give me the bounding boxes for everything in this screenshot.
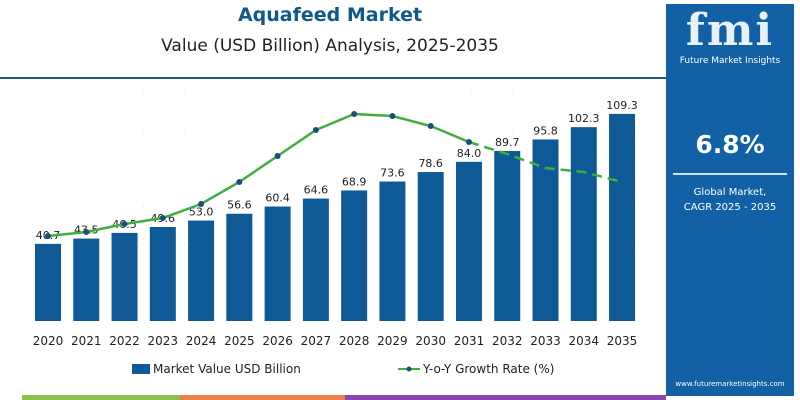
bar-label-2026: 60.4 xyxy=(265,192,290,205)
x-tick-2032: 2032 xyxy=(492,334,523,348)
strip-segment xyxy=(345,395,666,400)
legend-line-swatch xyxy=(398,366,420,372)
bar-2027 xyxy=(302,198,329,321)
x-tick-2026: 2026 xyxy=(262,334,293,348)
growth-line-solid xyxy=(47,112,470,238)
bar-label-2028: 68.9 xyxy=(342,175,367,188)
bar-2020 xyxy=(35,243,61,321)
bar-label-2032: 89.7 xyxy=(495,136,520,149)
logo-subtitle: Future Market Insights xyxy=(679,56,781,66)
x-tick-2035: 2035 xyxy=(607,334,638,348)
legend-line: Y-o-Y Growth Rate (%) xyxy=(398,362,554,376)
website-link[interactable]: www.futuremarketinsights.com xyxy=(675,380,785,388)
bar-2034 xyxy=(570,127,597,321)
bar-2024 xyxy=(188,220,215,321)
x-tick-2027: 2027 xyxy=(301,334,332,348)
growth-point-2029 xyxy=(389,113,396,119)
strip-segment xyxy=(180,395,345,400)
x-tick-2028: 2028 xyxy=(339,334,370,348)
cagr-caption-2: CAGR 2025 - 2035 xyxy=(683,202,777,213)
x-tick-2033: 2033 xyxy=(530,334,561,348)
bar-label-2035: 109.3 xyxy=(606,99,638,112)
growth-point-2020 xyxy=(45,233,51,239)
fmi-logo: fmi xyxy=(685,5,775,56)
x-tick-2030: 2030 xyxy=(415,334,446,348)
bar-2025 xyxy=(226,213,253,321)
x-tick-2034: 2034 xyxy=(569,334,600,348)
growth-point-2031 xyxy=(465,139,472,145)
bar-2032 xyxy=(494,151,521,321)
growth-point-2025 xyxy=(236,179,243,185)
panel-divider xyxy=(673,173,787,175)
bar-label-2030: 78.6 xyxy=(418,157,443,170)
legend-bar-swatch xyxy=(132,364,150,374)
cagr-panel: fmi Future Market Insights 6.8% Global M… xyxy=(666,4,794,396)
x-tick-2023: 2023 xyxy=(148,334,179,348)
cagr-caption-1: Global Market, xyxy=(693,187,767,198)
bar-2028 xyxy=(341,190,368,321)
bar-label-2031: 84.0 xyxy=(457,147,482,160)
growth-point-2021 xyxy=(83,229,90,235)
chart-subtitle: Value (USD Billion) Analysis, 2025-2035 xyxy=(161,36,499,56)
x-tick-2029: 2029 xyxy=(377,334,408,348)
bar-2021 xyxy=(73,238,100,321)
bar-2031 xyxy=(455,161,482,321)
legend-bar-label: Market Value USD Billion xyxy=(153,362,301,376)
bar-label-2029: 73.6 xyxy=(380,167,405,180)
bar-label-2027: 64.6 xyxy=(304,184,329,197)
strip-segment xyxy=(22,395,180,400)
growth-point-2022 xyxy=(121,221,128,227)
growth-point-2023 xyxy=(159,215,166,221)
growth-point-2030 xyxy=(427,123,434,129)
bar-label-2034: 102.3 xyxy=(568,112,600,125)
growth-point-2024 xyxy=(198,201,205,207)
bar-2030 xyxy=(417,172,444,321)
growth-point-2028 xyxy=(351,111,358,117)
bar-2035 xyxy=(609,113,636,322)
growth-line-dashed xyxy=(468,140,623,184)
bar-2023 xyxy=(149,227,176,321)
cagr-value: 6.8% xyxy=(695,130,765,159)
legend-bar: Market Value USD Billion xyxy=(132,362,301,376)
x-tick-2025: 2025 xyxy=(224,334,255,348)
x-tick-2022: 2022 xyxy=(109,334,140,348)
bar-label-2025: 56.6 xyxy=(227,199,252,212)
x-tick-2021: 2021 xyxy=(71,334,102,348)
growth-point-2026 xyxy=(274,153,281,159)
x-tick-2024: 2024 xyxy=(186,334,217,348)
bar-label-2024: 53.0 xyxy=(189,206,214,219)
bar-2026 xyxy=(264,206,291,321)
chart-title: Aquafeed Market xyxy=(237,4,423,26)
bar-label-2033: 95.8 xyxy=(533,124,558,137)
growth-point-2027 xyxy=(312,127,319,133)
bottom-color-strip xyxy=(22,395,666,400)
x-tick-2020: 2020 xyxy=(33,334,64,348)
x-tick-2031: 2031 xyxy=(454,334,485,348)
bar-2029 xyxy=(379,181,406,321)
bar-2022 xyxy=(111,232,138,321)
header-divider xyxy=(0,77,666,79)
chart-plot: 40.7202043.5202146.5202249.6202353.02024… xyxy=(20,92,644,348)
legend-line-label: Y-o-Y Growth Rate (%) xyxy=(423,362,555,376)
